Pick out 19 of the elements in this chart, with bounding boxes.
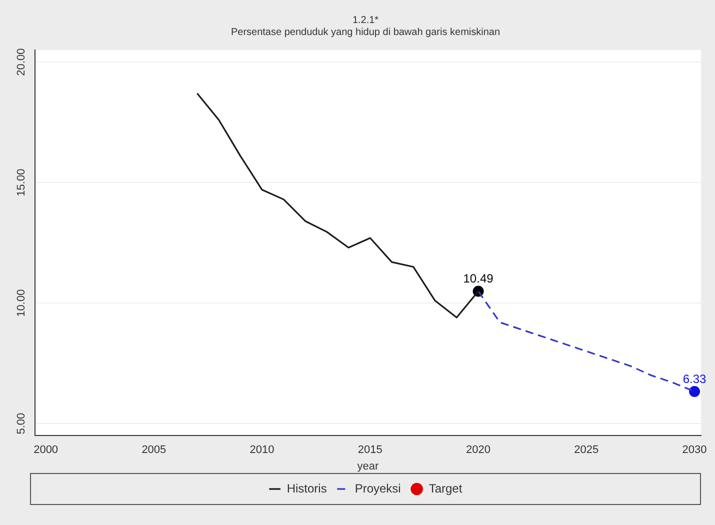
y-tick-label: 10.00 [16, 289, 28, 317]
x-tick-label: 2015 [358, 444, 382, 456]
x-tick-label: 2030 [682, 444, 707, 456]
x-tick-label: 2020 [466, 444, 491, 456]
x-tick-label: 2025 [574, 444, 599, 456]
chart-title: 1.2.1* [352, 14, 379, 26]
x-tick-label: 2010 [250, 444, 274, 456]
legend-label: Proyeksi [354, 481, 401, 496]
x-axis-title: year [357, 460, 380, 472]
data-label: 10.49 [463, 272, 494, 286]
y-tick-label: 15.00 [16, 168, 28, 196]
x-tick-label: 2005 [142, 444, 166, 456]
chart-subtitle: Persentase penduduk yang hidup di bawah garis kemiskinan [230, 26, 500, 38]
legend-label: Target [428, 481, 463, 496]
data-label: 6.33 [682, 372, 707, 386]
y-tick-label: 5.00 [16, 412, 28, 434]
x-tick-label: 2000 [34, 444, 58, 456]
legend-label: Historis [286, 481, 327, 496]
y-tick-label: 20.00 [16, 48, 28, 76]
